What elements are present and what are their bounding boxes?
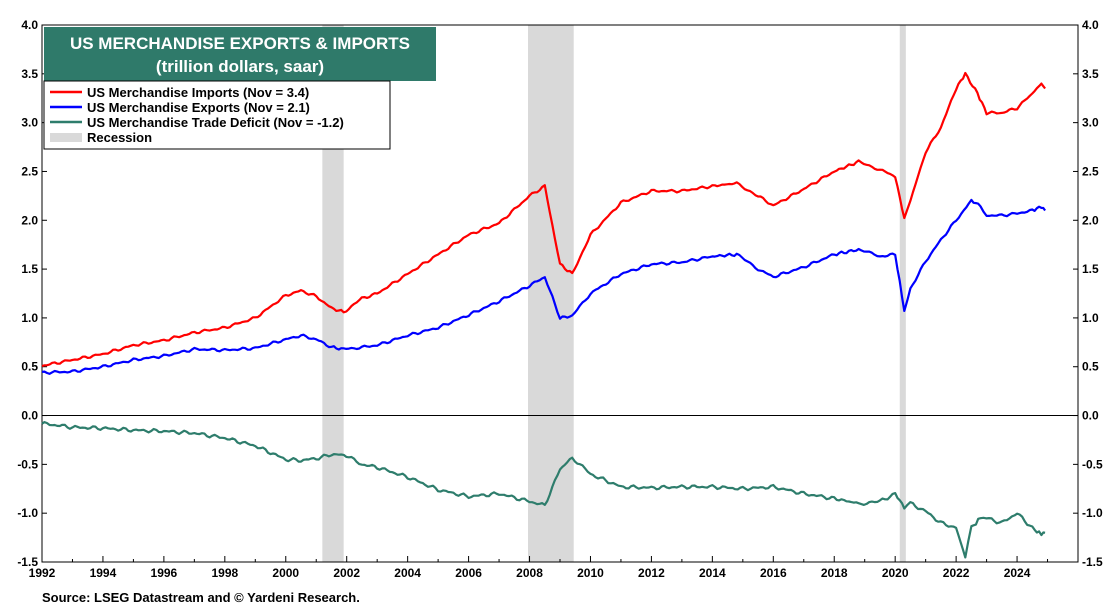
y-tick-label-right: -1.5 (1082, 555, 1103, 569)
y-tick-label-right: -0.5 (1082, 457, 1103, 471)
y-tick-label-right: -1.0 (1082, 506, 1103, 520)
source-note: Source: LSEG Datastream and © Yardeni Re… (42, 590, 360, 605)
y-tick-label-right: 1.0 (1082, 311, 1099, 325)
x-tick-label: 2006 (455, 566, 482, 580)
y-tick-label-left: -0.5 (17, 457, 38, 471)
legend-label-deficit: US Merchandise Trade Deficit (Nov = -1.2… (87, 115, 344, 130)
exports-line (41, 198, 1046, 375)
x-tick-label: 2008 (516, 566, 543, 580)
title-box: US MERCHANDISE EXPORTS & IMPORTS (trilli… (44, 27, 436, 81)
y-tick-label-left: 4.0 (21, 18, 38, 32)
legend-box (43, 80, 391, 150)
y-tick-label-right: 2.5 (1082, 164, 1099, 178)
y-tick-label-left: -1.5 (17, 555, 38, 569)
series-lines (41, 71, 1046, 559)
y-tick-label-left: 0.0 (21, 409, 38, 423)
x-tick-label: 1996 (151, 566, 178, 580)
chart-title: US MERCHANDISE EXPORTS & IMPORTS (70, 34, 410, 53)
y-tick-label-left: -1.0 (17, 506, 38, 520)
y-axis-right: 4.0 3.5 3.0 2.5 2.0 1.5 1.0 0.5 0.0 -0.5 -1.0 -1.5 (1073, 18, 1103, 569)
y-axis-left: 4.0 3.5 3.0 2.5 2.0 1.5 1.0 0.5 0.0 -0.5 -1.0 -1.5 (17, 18, 47, 569)
x-axis: 1992 1994 1996 1998 2000 2002 2004 2006 2008 2010… (29, 556, 1079, 580)
x-tick-label: 2010 (577, 566, 604, 580)
y-tick-label-right: 3.0 (1082, 116, 1099, 130)
legend-label-imports: US Merchandise Imports (Nov = 3.4) (87, 85, 309, 100)
recession-band (322, 25, 344, 562)
chart-subtitle: (trillion dollars, saar) (156, 57, 324, 76)
imports-line (41, 71, 1046, 368)
y-tick-label-left: 2.0 (21, 213, 38, 227)
y-tick-label-left: 2.5 (21, 164, 38, 178)
trade-deficit-line (41, 421, 1046, 559)
y-tick-label-left: 0.5 (21, 360, 38, 374)
y-tick-label-right: 0.0 (1082, 409, 1099, 423)
x-tick-label: 2004 (394, 566, 421, 580)
x-tick-label: 2018 (821, 566, 848, 580)
recession-bands (322, 25, 906, 562)
legend-swatch-recession (50, 133, 82, 142)
y-tick-label-left: 3.0 (21, 116, 38, 130)
recession-band (899, 25, 906, 562)
title-box-background (44, 27, 436, 81)
legend-label-recession: Recession (87, 130, 152, 145)
x-tick-label: 2000 (272, 566, 299, 580)
y-tick-label-left: 3.5 (21, 67, 38, 81)
y-tick-label-right: 2.0 (1082, 213, 1099, 227)
legend-label-exports: US Merchandise Exports (Nov = 2.1) (87, 100, 310, 115)
x-tick-label: 1998 (211, 566, 238, 580)
x-tick-label: 2016 (760, 566, 787, 580)
x-tick-label: 2024 (1004, 566, 1031, 580)
legend: US Merchandise Imports (Nov = 3.4) US Me… (43, 80, 391, 150)
x-tick-label: 2020 (882, 566, 909, 580)
y-tick-label-right: 0.5 (1082, 360, 1099, 374)
x-tick-label: 2014 (699, 566, 726, 580)
x-tick-label: 2012 (638, 566, 665, 580)
y-tick-label-right: 4.0 (1082, 18, 1099, 32)
y-tick-label-right: 1.5 (1082, 262, 1099, 276)
y-tick-label-left: 1.0 (21, 311, 38, 325)
y-tick-label-left: 1.5 (21, 262, 38, 276)
x-tick-label: 2022 (943, 566, 970, 580)
x-tick-label: 1992 (29, 566, 56, 580)
x-tick-label: 2002 (333, 566, 360, 580)
y-tick-label-right: 3.5 (1082, 67, 1099, 81)
x-tick-label: 1994 (90, 566, 117, 580)
